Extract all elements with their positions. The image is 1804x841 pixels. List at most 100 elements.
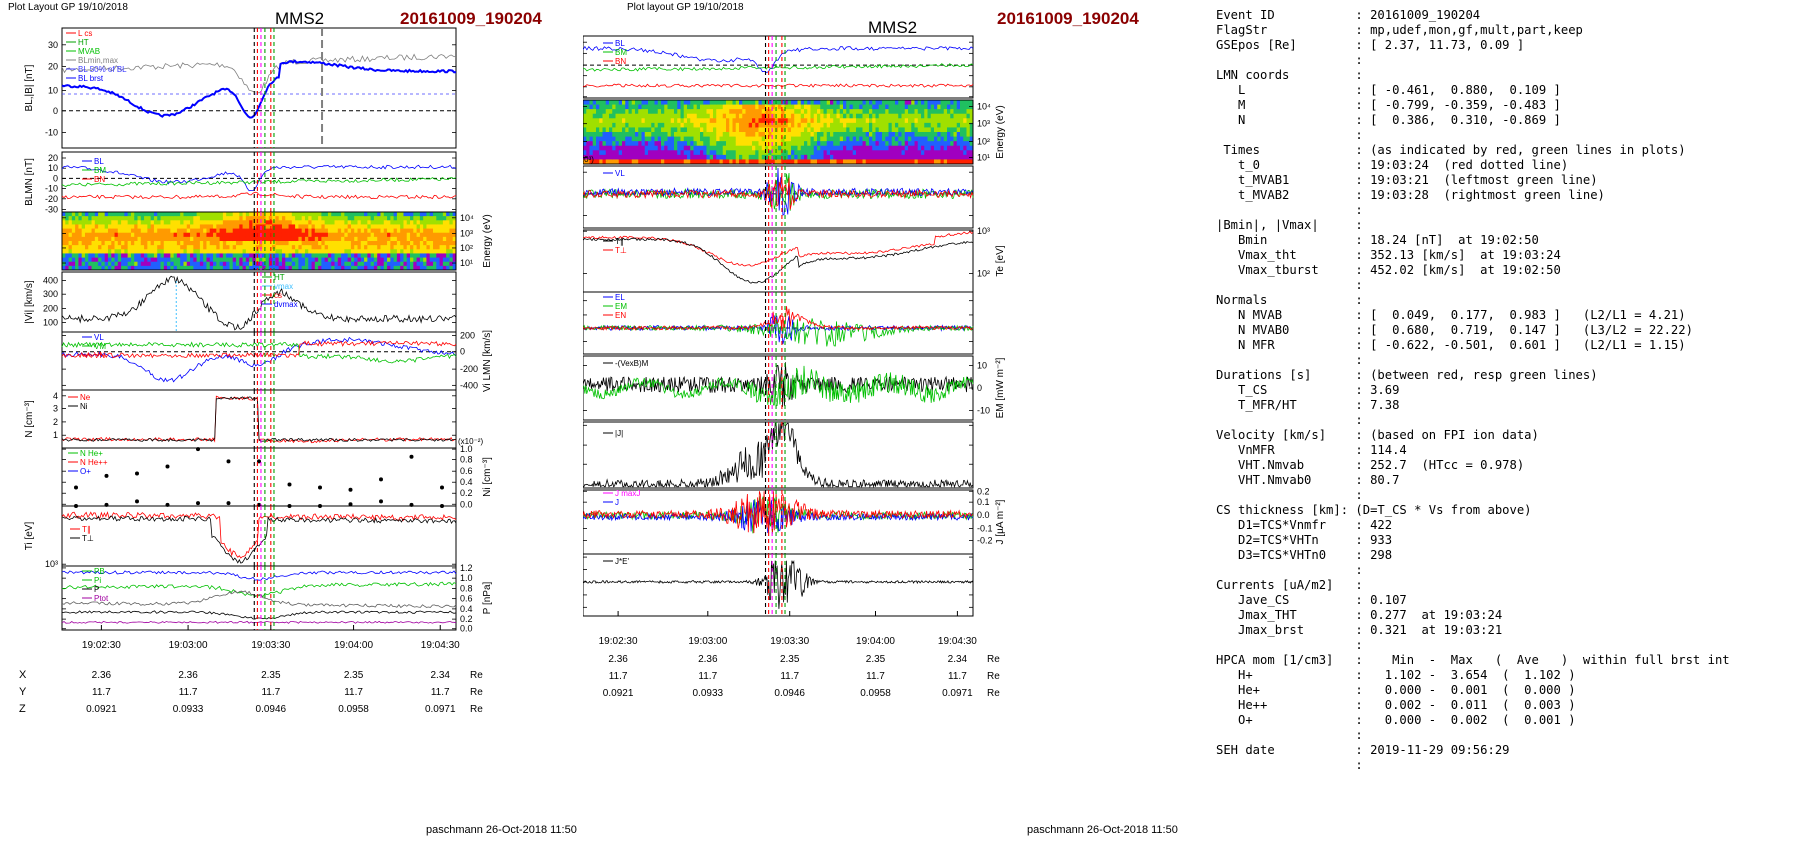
spectrogram-cell (667, 145, 672, 151)
spectrogram-cell (364, 236, 368, 242)
spectrogram-cell (387, 224, 391, 229)
spectrogram-cell (249, 245, 253, 250)
spectrogram-cell (249, 224, 253, 229)
panel-frame (61, 447, 457, 507)
spectrogram-cell (631, 109, 636, 115)
position-value: 11.7 (866, 671, 885, 682)
spectrogram-cell (729, 104, 733, 110)
spectrogram-cell (849, 109, 854, 115)
spectrogram-cell (843, 118, 847, 124)
spectrogram-cell (396, 232, 401, 238)
spectrogram-cell (755, 100, 759, 105)
spectrogram-cell (377, 265, 381, 271)
spectrogram-cell (232, 224, 237, 229)
spectrogram-cell (693, 113, 698, 119)
spectrogram-cell (193, 241, 198, 246)
spectrogram-cell (852, 113, 857, 119)
spectrogram-cell (888, 141, 893, 147)
spectrogram-cell (160, 265, 165, 271)
spectrogram-cell (726, 122, 730, 128)
spectrogram-cell (817, 150, 821, 156)
spectrogram-cell (413, 257, 417, 263)
spectrogram-cell (921, 136, 925, 142)
spectrogram-cell (403, 228, 408, 234)
spectrogram-cell (885, 159, 889, 165)
spectrogram-cell (239, 220, 243, 225)
spectrogram-cell (654, 113, 659, 119)
spectrogram-cell (752, 113, 756, 119)
spectrogram-cell (209, 228, 214, 234)
spectrogram-cell (641, 141, 646, 147)
spectrogram-cell (758, 118, 763, 124)
spectrogram-cell (373, 261, 378, 267)
spectrogram-cell (651, 118, 655, 124)
spectrogram-cell (947, 113, 951, 119)
spectrogram-cell (839, 141, 844, 147)
spectrogram-cell (956, 132, 961, 137)
spectrogram-cell (739, 122, 743, 128)
spectrogram-cell (696, 109, 701, 115)
spectrogram-cell (452, 265, 457, 271)
spectrogram-cell (331, 212, 335, 217)
spectrogram-cell (813, 136, 818, 142)
spectrogram-cell (592, 100, 597, 105)
spectrogram-cell (419, 261, 424, 267)
spectrogram-cell (670, 159, 675, 165)
spectrogram-cell (229, 257, 234, 263)
spectrogram-cell (360, 245, 365, 250)
spectrogram-cell (774, 159, 779, 165)
spectrogram-cell (596, 141, 600, 147)
spectrogram-cell (739, 113, 743, 119)
spectrogram-cell (262, 212, 266, 217)
spectrogram-cell (937, 104, 941, 110)
spectrogram-cell (947, 100, 951, 105)
spectrogram-cell (661, 150, 665, 156)
spectrogram-cell (898, 100, 902, 105)
spectrogram-cell (589, 104, 594, 110)
spectrogram-cell (924, 127, 928, 133)
spectrogram-cell (190, 228, 194, 234)
spectrogram-cell (301, 241, 306, 246)
spectrogram-cell (618, 141, 623, 147)
spectrogram-cell (75, 232, 79, 238)
spectrogram-cell (104, 245, 109, 250)
spectrogram-cell (843, 127, 847, 133)
spectrogram-cell (101, 261, 106, 267)
spectrogram-cell (735, 118, 740, 124)
spectrogram-cell (183, 261, 188, 267)
spectrogram-cell (960, 154, 964, 160)
spectrogram-cell (393, 224, 398, 229)
spectrogram-cell (719, 150, 724, 156)
position-value: 2.36 (608, 654, 628, 665)
spectrogram-cell (735, 132, 740, 137)
spectrogram-cell (433, 245, 437, 250)
spectrogram-cell (791, 136, 795, 142)
legend-entry: BL 50% of BL (78, 65, 127, 74)
spectrogram-cell (285, 220, 289, 225)
spectrogram-cell (157, 253, 161, 258)
spectrogram-cell (78, 224, 83, 229)
spectrogram-cell (107, 261, 112, 267)
spectrogram-cell (318, 253, 322, 258)
spectrogram-cell (88, 236, 92, 242)
spectrogram-cell (612, 127, 616, 133)
spectrogram-cell (416, 220, 421, 225)
spectrogram-cell (186, 236, 191, 242)
spectrogram-cell (940, 118, 945, 124)
spectrogram-cell (439, 261, 444, 267)
spectrogram-cell (209, 265, 214, 271)
spectrogram-cell (709, 122, 714, 128)
spectrogram-cell (823, 154, 828, 160)
spectrogram-cell (859, 113, 863, 119)
position-value: 2.35 (780, 654, 800, 665)
spectrogram-cell (321, 216, 326, 221)
spectrogram-cell (891, 145, 896, 151)
spectrogram-cell (771, 122, 776, 128)
spectrogram-cell (403, 212, 408, 217)
spectrogram-cell (947, 159, 951, 165)
spectrogram-cell (885, 104, 889, 110)
spectrogram-cell (748, 150, 753, 156)
spectrogram-cell (950, 132, 954, 137)
spectrogram-cell (176, 265, 181, 271)
spectrogram-cell (81, 228, 86, 234)
